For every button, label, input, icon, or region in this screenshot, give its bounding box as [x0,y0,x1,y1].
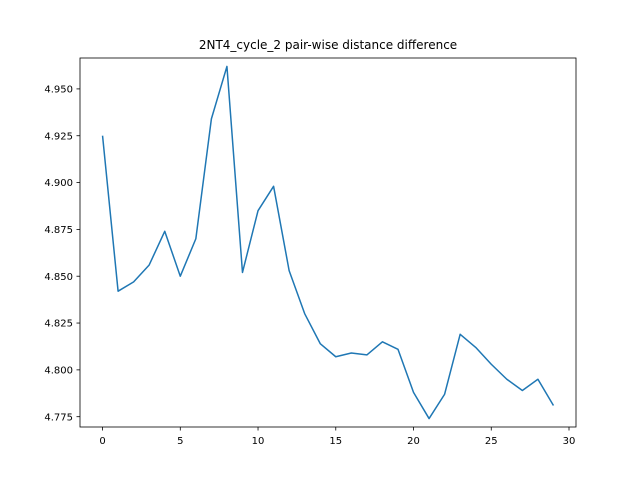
series-line [101,65,555,420]
y-tick-label: 4.875 [44,225,73,236]
chart-title: 2NT4_cycle_2 pair-wise distance differen… [199,38,457,52]
y-tick-label: 4.825 [44,319,73,330]
x-tick-label: 15 [329,436,342,447]
y-tick-label: 4.850 [44,272,73,283]
x-tick-label: 5 [177,436,183,447]
y-tick-label: 4.950 [44,85,73,96]
x-axis: 0 5 10 15 20 25 30 [99,427,575,447]
x-tick-label: 0 [99,436,105,447]
axes-frame [79,57,577,428]
y-axis: 4.775 4.800 4.825 4.850 4.875 4.900 4.925 4.950 [44,85,80,423]
x-tick-label: 10 [252,436,265,447]
x-tick-label: 30 [563,436,576,447]
y-tick-label: 4.775 [44,412,73,423]
plot-area [101,65,555,420]
y-tick-label: 4.800 [44,365,73,376]
x-tick-label: 20 [407,436,420,447]
y-tick-label: 4.925 [44,131,73,142]
y-tick-label: 4.900 [44,178,73,189]
x-tick-label: 25 [485,436,498,447]
